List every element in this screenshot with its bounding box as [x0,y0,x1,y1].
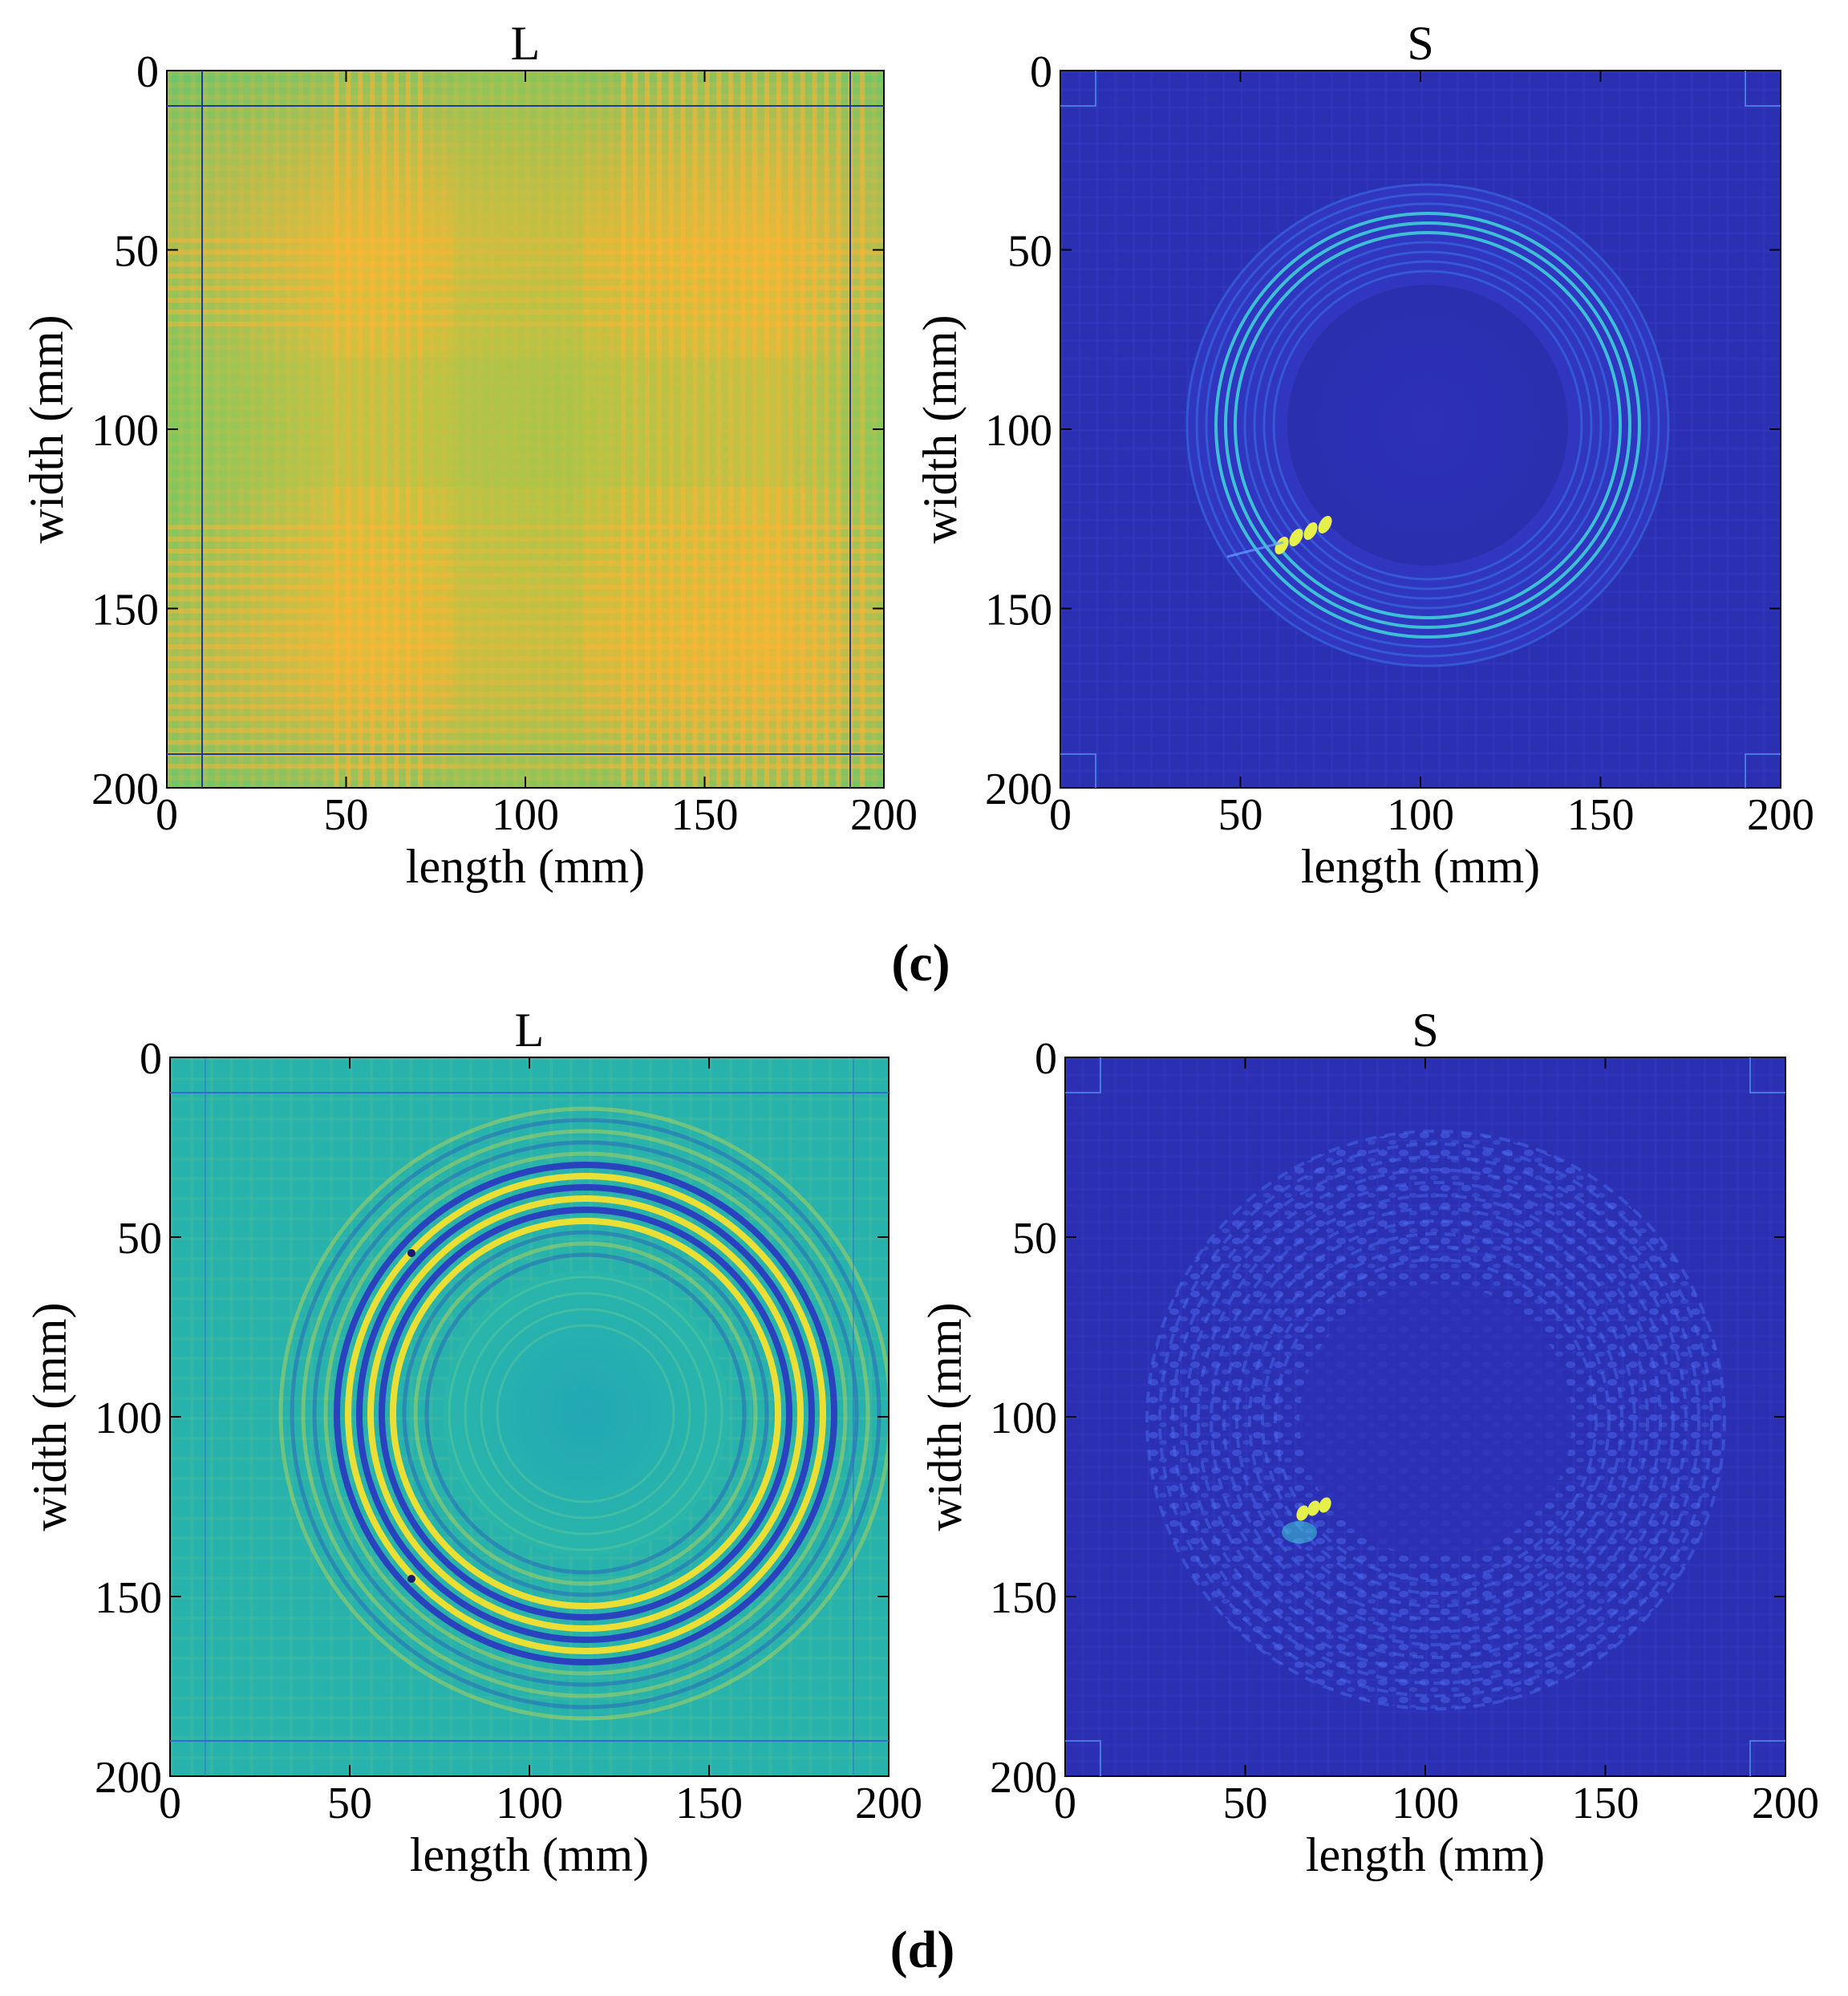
x-tick-label: 200 [850,790,918,840]
panel-title: L [511,17,541,70]
y-tick-label: 50 [1012,1214,1057,1264]
x-tick-label: 200 [855,1779,922,1828]
x-tick-label: 50 [324,790,369,840]
y-tick-label: 150 [95,1573,162,1623]
x-tick-label: 0 [156,790,178,840]
x-tick-label: 150 [671,790,739,840]
x-tick-label: 200 [1752,1779,1819,1828]
heatmap-S-c [1060,70,1781,789]
x-axis-label: length (mm) [410,1828,649,1881]
y-tick-label: 150 [990,1573,1057,1623]
x-tick-label: 150 [1572,1779,1639,1828]
x-tick-label: 100 [496,1779,563,1828]
y-tick-label: 0 [1035,1034,1057,1084]
x-tick-label: 200 [1747,790,1814,840]
x-tick-label: 50 [1223,1779,1268,1828]
y-tick-label: 100 [95,1394,162,1443]
y-axis-label: width (mm) [20,315,73,544]
panel-title: S [1412,1004,1438,1057]
y-tick-label: 50 [1007,227,1052,277]
y-tick-label: 200 [91,765,159,814]
y-tick-label: 50 [114,227,159,277]
y-axis-label: width (mm) [23,1303,76,1531]
y-axis-label: width (mm) [914,315,967,544]
y-tick-label: 100 [91,406,159,456]
y-tick-label: 200 [990,1753,1057,1803]
x-axis-label: length (mm) [1306,1828,1545,1881]
x-tick-label: 0 [159,1779,181,1828]
x-tick-label: 150 [1567,790,1635,840]
y-tick-label: 200 [985,765,1052,814]
heatmap-L-d [169,1057,890,1777]
y-tick-label: 100 [990,1394,1057,1443]
x-tick-label: 50 [327,1779,372,1828]
x-axis-label: length (mm) [406,840,645,893]
y-tick-label: 0 [1030,47,1052,97]
panel-title: S [1407,17,1433,70]
heatmap-L-c [166,70,885,789]
x-tick-label: 100 [1392,1779,1459,1828]
y-tick-label: 0 [136,47,159,97]
y-tick-label: 150 [91,586,159,635]
x-tick-label: 0 [1054,1779,1076,1828]
panel-title: L [515,1004,545,1057]
y-axis-label: width (mm) [918,1303,971,1531]
y-tick-label: 0 [140,1034,162,1084]
caption-c: (c) [891,934,950,992]
caption-d: (d) [890,1921,955,1979]
heatmap-S-d [1064,1057,1786,1777]
x-tick-label: 50 [1218,790,1263,840]
x-axis-label: length (mm) [1301,840,1540,893]
x-tick-label: 0 [1049,790,1072,840]
y-tick-label: 150 [985,586,1052,635]
x-tick-label: 100 [492,790,559,840]
x-tick-label: 100 [1387,790,1454,840]
y-tick-label: 200 [95,1753,162,1803]
y-tick-label: 50 [117,1214,162,1264]
y-tick-label: 100 [985,406,1052,456]
x-tick-label: 150 [675,1779,743,1828]
